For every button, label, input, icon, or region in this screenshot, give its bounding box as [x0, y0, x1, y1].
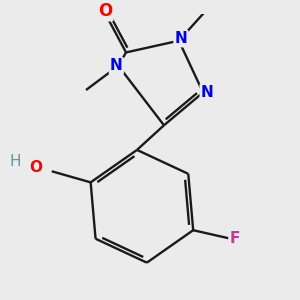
- Text: H: H: [9, 154, 21, 169]
- Text: N: N: [175, 31, 187, 46]
- Text: F: F: [230, 231, 240, 246]
- Text: O: O: [29, 160, 42, 175]
- Text: O: O: [98, 2, 112, 20]
- Text: N: N: [110, 58, 123, 73]
- Text: N: N: [201, 85, 214, 100]
